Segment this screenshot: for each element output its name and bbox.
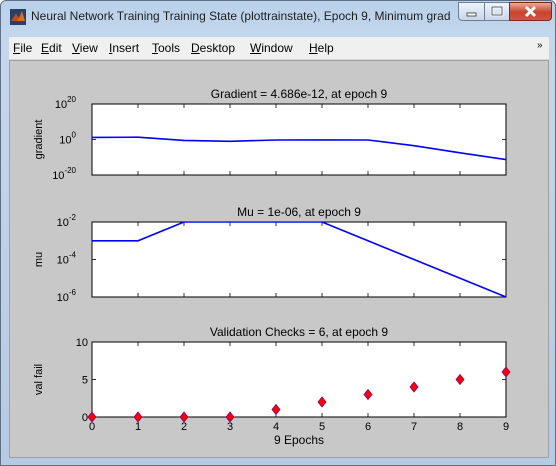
window-title: Neural Network Training Training State (…	[31, 9, 451, 23]
y-tick-label: 10-6	[57, 288, 77, 304]
plot-area	[91, 341, 507, 418]
title-bar[interactable]: Neural Network Training Training State (…	[1, 1, 556, 31]
menu-insert[interactable]: Insert	[109, 41, 140, 55]
data-point	[133, 411, 143, 423]
x-tick-label: 9	[503, 421, 509, 433]
data-point	[501, 366, 511, 378]
x-tick-label: 8	[457, 421, 463, 433]
data-point	[409, 381, 419, 393]
menu-edit[interactable]: Edit	[41, 41, 62, 55]
plot-title: Gradient = 4.686e-12, at epoch 9	[211, 87, 388, 101]
close-button[interactable]	[509, 2, 552, 21]
menu-bar: File Edit View Insert Tools Desktop Wind…	[9, 37, 549, 60]
y-axis-label: mu	[33, 252, 45, 267]
y-tick-label: 10-4	[57, 251, 77, 267]
plot-title: Validation Checks = 6, at epoch 9	[210, 325, 389, 339]
x-tick-label: 0	[89, 421, 95, 433]
training-state-plots: Gradient = 4.686e-12, at epoch 9 gradient…	[33, 87, 511, 447]
x-tick-label: 1	[135, 421, 141, 433]
maximize-icon	[490, 5, 504, 17]
x-axis-label: 9 Epochs	[274, 433, 324, 447]
x-tick-label: 4	[273, 421, 279, 433]
x-tick-label: 6	[365, 421, 371, 433]
data-point	[179, 411, 189, 423]
toolbar-toggle-icon[interactable]: »	[537, 40, 543, 51]
data-point	[271, 403, 281, 416]
y-tick-label: 10-2	[57, 213, 77, 229]
plot-1: Gradient = 4.686e-12, at epoch 9 gradient…	[33, 87, 507, 182]
plot-title: Mu = 1e-06, at epoch 9	[237, 205, 361, 219]
plot-2: Mu = 1e-06, at epoch 9 mu 10-2 10-4 10-6	[33, 205, 507, 304]
data-point	[225, 411, 235, 423]
x-tick-label: 5	[319, 421, 325, 433]
y-tick-label: 10	[76, 337, 88, 349]
y-axis-label: gradient	[33, 120, 45, 160]
close-icon	[524, 5, 537, 18]
data-point	[363, 388, 373, 401]
menu-tools[interactable]: Tools	[152, 41, 181, 55]
figure-canvas: Gradient = 4.686e-12, at epoch 9 gradient…	[9, 60, 549, 458]
minimize-button[interactable]	[458, 2, 485, 21]
matlab-icon	[10, 9, 26, 25]
menu-file[interactable]: File	[13, 41, 33, 55]
plot-area	[91, 221, 507, 298]
menu-help[interactable]: Help	[309, 41, 334, 55]
data-point	[87, 411, 97, 423]
data-point	[455, 373, 465, 386]
y-tick-label: 0	[82, 412, 88, 424]
series-line	[92, 222, 506, 297]
y-tick-label: 1020	[55, 95, 77, 111]
data-point	[317, 396, 327, 408]
minimize-icon	[466, 12, 477, 17]
y-tick-label: 5	[82, 375, 88, 387]
x-tick-label: 2	[181, 421, 187, 433]
menu-window[interactable]: Window	[250, 41, 293, 55]
menu-view[interactable]: View	[72, 41, 98, 55]
y-tick-label: 10-20	[52, 166, 76, 182]
plot-3: Validation Checks = 6, at epoch 9 val fai…	[33, 325, 511, 447]
x-tick-label: 7	[411, 421, 417, 433]
menu-desktop[interactable]: Desktop	[191, 41, 236, 55]
y-tick-label: 100	[59, 131, 76, 147]
y-axis-label: val fail	[33, 364, 45, 395]
series-line	[92, 136, 506, 161]
x-tick-label: 3	[227, 421, 233, 433]
maximize-button[interactable]	[484, 2, 510, 21]
